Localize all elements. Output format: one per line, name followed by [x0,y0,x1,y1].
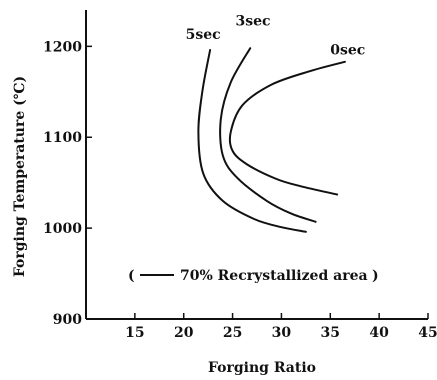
legend-close-paren: ) [372,268,379,284]
x-axis-ticks: 15 20 25 30 35 40 45 [125,313,437,341]
x-axis-title: Forging Ratio [208,360,316,376]
legend-label: 70% Recrystallized area [180,268,368,284]
x-tick-label: 45 [418,325,437,341]
curve-label-0sec: 0sec [330,43,365,59]
x-tick-label: 25 [223,325,242,341]
y-axis-ticks: 900 1000 1100 1200 [43,39,92,328]
series-line-3sec [219,47,317,223]
y-axis-title: Forging Temperature (℃) [12,76,28,277]
x-tick-label: 20 [174,325,194,341]
plot-area: 15 20 25 30 35 40 45 900 1000 1100 1200 5sec 3sec 0… [43,10,437,341]
y-tick-label: 1100 [43,130,82,146]
series-labels: 5sec 3sec 0sec [186,13,366,58]
series-curves [197,47,346,233]
x-tick-label: 35 [321,325,340,341]
series-line-5sec [197,49,307,233]
legend-open-paren: ( [128,268,135,284]
x-tick-label: 30 [272,325,292,341]
legend: ( 70% Recrystallized area ) [128,268,379,284]
curve-label-5sec: 5sec [186,27,221,43]
y-tick-label: 1000 [43,221,82,237]
x-tick-label: 15 [125,325,144,341]
y-tick-label: 1200 [43,39,82,55]
series-line-0sec [228,60,346,196]
curve-label-3sec: 3sec [236,13,271,29]
y-tick-label: 900 [53,312,82,328]
x-tick-label: 40 [369,325,389,341]
